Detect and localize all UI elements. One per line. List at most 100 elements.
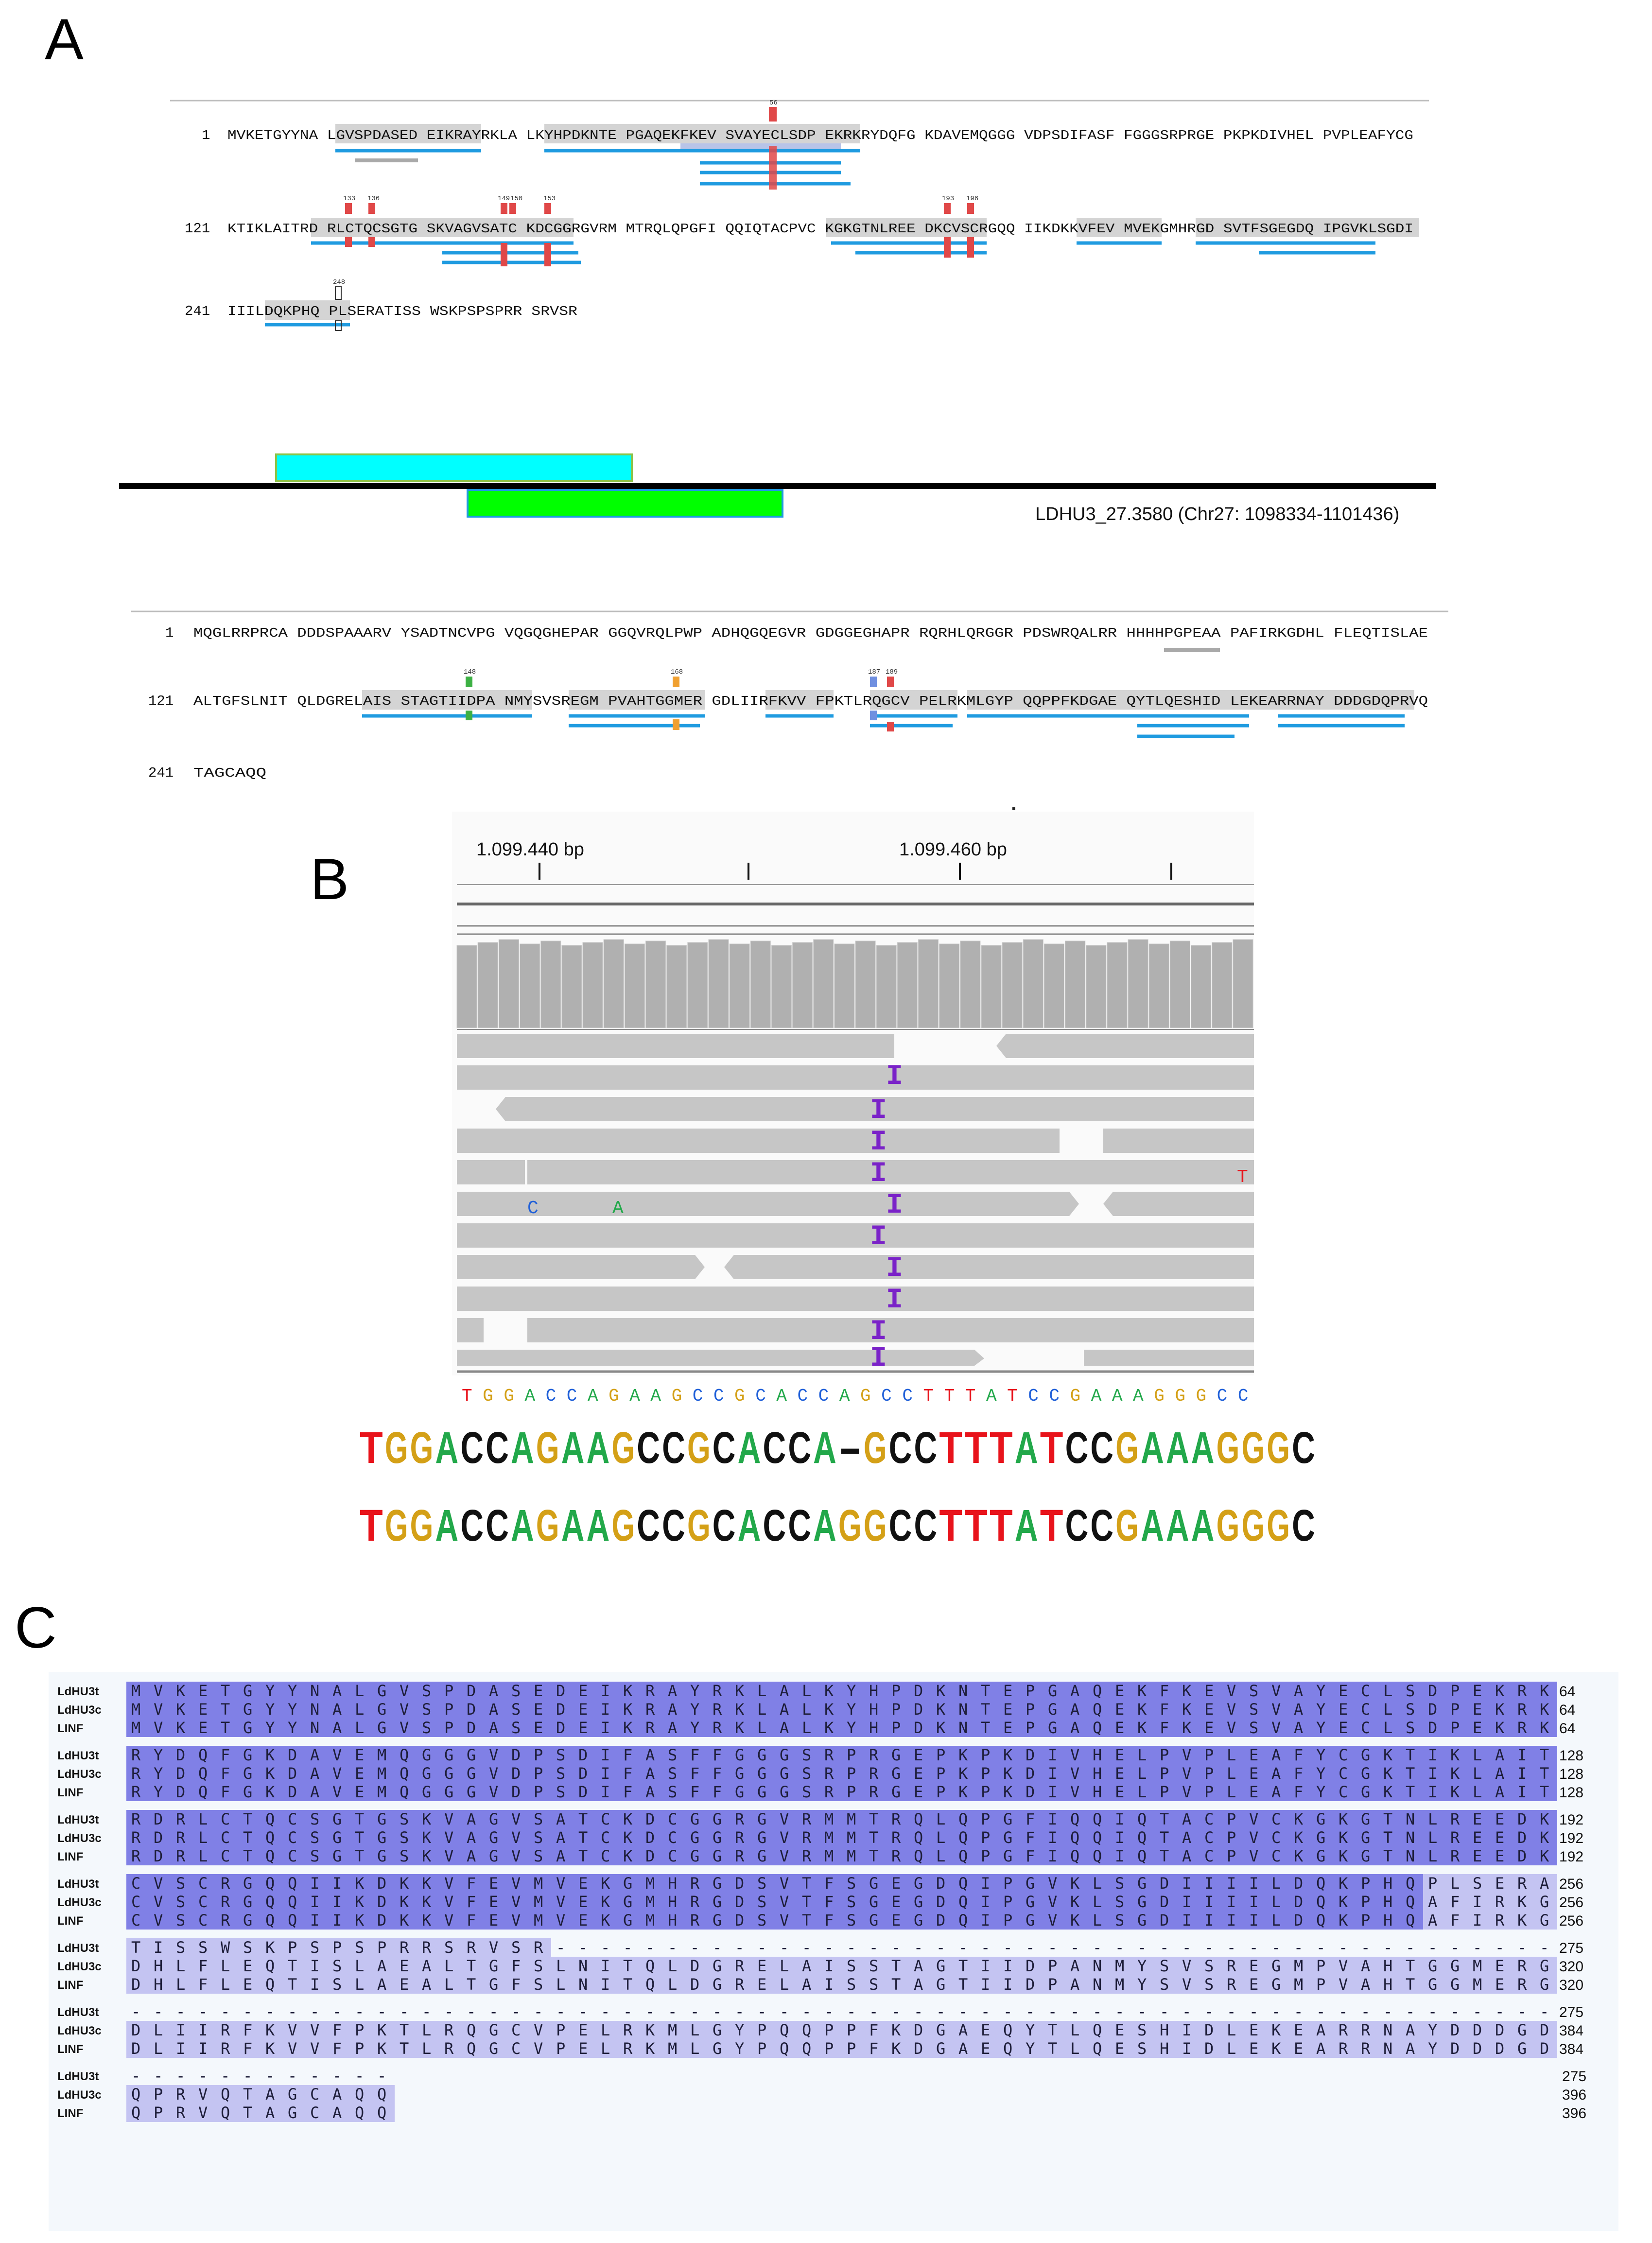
msa-residue: G [891,1783,901,1801]
msa-residue: D [1160,1911,1169,1930]
msa-cell [193,1764,216,1783]
msa-residue: K [623,1810,633,1828]
msa-cell [887,1719,909,1737]
msa-cell [126,1719,149,1737]
msa-cell [596,1746,618,1764]
msa-residue: K [1383,1764,1393,1783]
msa-cell [1132,1719,1155,1737]
msa-residue: E [400,1957,409,1975]
msa-position-number: 192 [1559,1830,1583,1846]
msa-residue: V [1227,1700,1236,1719]
msa-residue: S [310,1828,319,1847]
msa-residue: E [891,1911,901,1930]
msa-residue: G [377,1719,386,1737]
msa-residue: C [601,1847,610,1865]
msa-residue: G [891,1746,901,1764]
msa-cell [305,1682,328,1700]
msa-cell [1088,1719,1110,1737]
msa-residue: E [1003,1682,1012,1700]
peptide-highlight [362,690,532,710]
msa-cell [708,1719,730,1737]
msa-residue: R [1361,2021,1371,2039]
msa-residue: - [221,2067,230,2085]
coverage-bar [876,945,897,1028]
dot-mark [1012,807,1015,810]
msa-residue: I [981,1874,990,1893]
msa-residue: T [869,1810,878,1828]
msa-residue: G [243,1746,252,1764]
msa-residue: Y [265,1700,275,1719]
msa-residue: R [824,1746,834,1764]
ref-base: G [1196,1386,1207,1406]
msa-residue: D [1473,2021,1482,2039]
msa-cell [283,1810,305,1828]
msa-cell [596,1700,618,1719]
msa-residue: R [869,1764,879,1783]
msa-residue: Q [467,2039,476,2058]
msa-residue: C [1271,1847,1281,1865]
msa-residue: Q [958,1911,968,1930]
msa-residue: V [1182,1783,1191,1801]
msa-residue: P [1450,1700,1460,1719]
msa-residue: Q [265,1893,275,1911]
msa-residue: G [243,1783,252,1801]
msa-residue: P [556,2039,565,2058]
msa-cell [261,1746,283,1764]
msa-residue: G [243,1893,252,1911]
msa-cell [149,1783,171,1801]
msa-residue: P [1316,1957,1325,1975]
msa-residue: E [1249,1746,1258,1764]
coverage-bar [960,940,981,1028]
msa-residue: E [1473,1719,1482,1737]
msa-residue: A [1316,2021,1325,2039]
msa-residue: P [981,1764,990,1783]
nt-base: T [1040,1501,1063,1550]
coverage-bar [1191,945,1212,1028]
coverage-bar [1233,939,1253,1028]
msa-residue: - [1182,1938,1191,1957]
coverage-bar [498,939,519,1028]
msa-cell [305,1719,328,1737]
msa-cell [171,1682,193,1700]
msa-residue: D [288,1746,297,1764]
msa-residue: S [176,1938,185,1957]
msa-residue: A [489,1700,498,1719]
msa-residue: G [713,2039,722,2058]
msa-cell [1155,1719,1177,1737]
msa-residue: F [467,1893,476,1911]
msa-cell [484,1719,506,1737]
msa-residue: K [422,1893,432,1911]
msa-cell [1468,1719,1490,1737]
coverage-bar [666,945,687,1028]
msa-residue: G [1361,1764,1370,1783]
msa-cell [1088,1810,1110,1828]
msa-residue: I [1428,1783,1437,1801]
nt-base: A [738,1501,761,1550]
msa-cell [1222,1719,1244,1737]
msa-seq-name: LINF [57,1914,83,1928]
msa-residue: G [1540,1957,1549,1975]
msa-residue: A [467,1847,476,1865]
msa-cell [1513,1746,1535,1764]
msa-residue: P [1428,1874,1437,1893]
msa-residue: S [802,1764,811,1783]
msa-residue: T [243,2085,252,2104]
msa-residue: S [176,1874,185,1893]
msa-residue: G [377,1847,386,1865]
msa-cell [931,1682,954,1700]
msa-residue: A [1271,1783,1281,1801]
msa-residue: R [422,1938,432,1957]
nt-base: C [1065,1423,1089,1473]
msa-cell [1222,1700,1244,1719]
msa-residue: P [891,1719,901,1737]
msa-residue: - [288,2067,297,2085]
msa-residue: V [1271,1719,1281,1737]
read [457,1255,705,1279]
msa-residue: L [1450,1874,1460,1893]
msa-residue: H [668,1874,677,1893]
msa-residue: Q [958,1828,968,1847]
msa-residue: E [1115,1719,1124,1737]
msa-cell [1244,1810,1267,1828]
msa-residue: Y [847,1682,856,1700]
msa-cell [1289,1783,1311,1801]
